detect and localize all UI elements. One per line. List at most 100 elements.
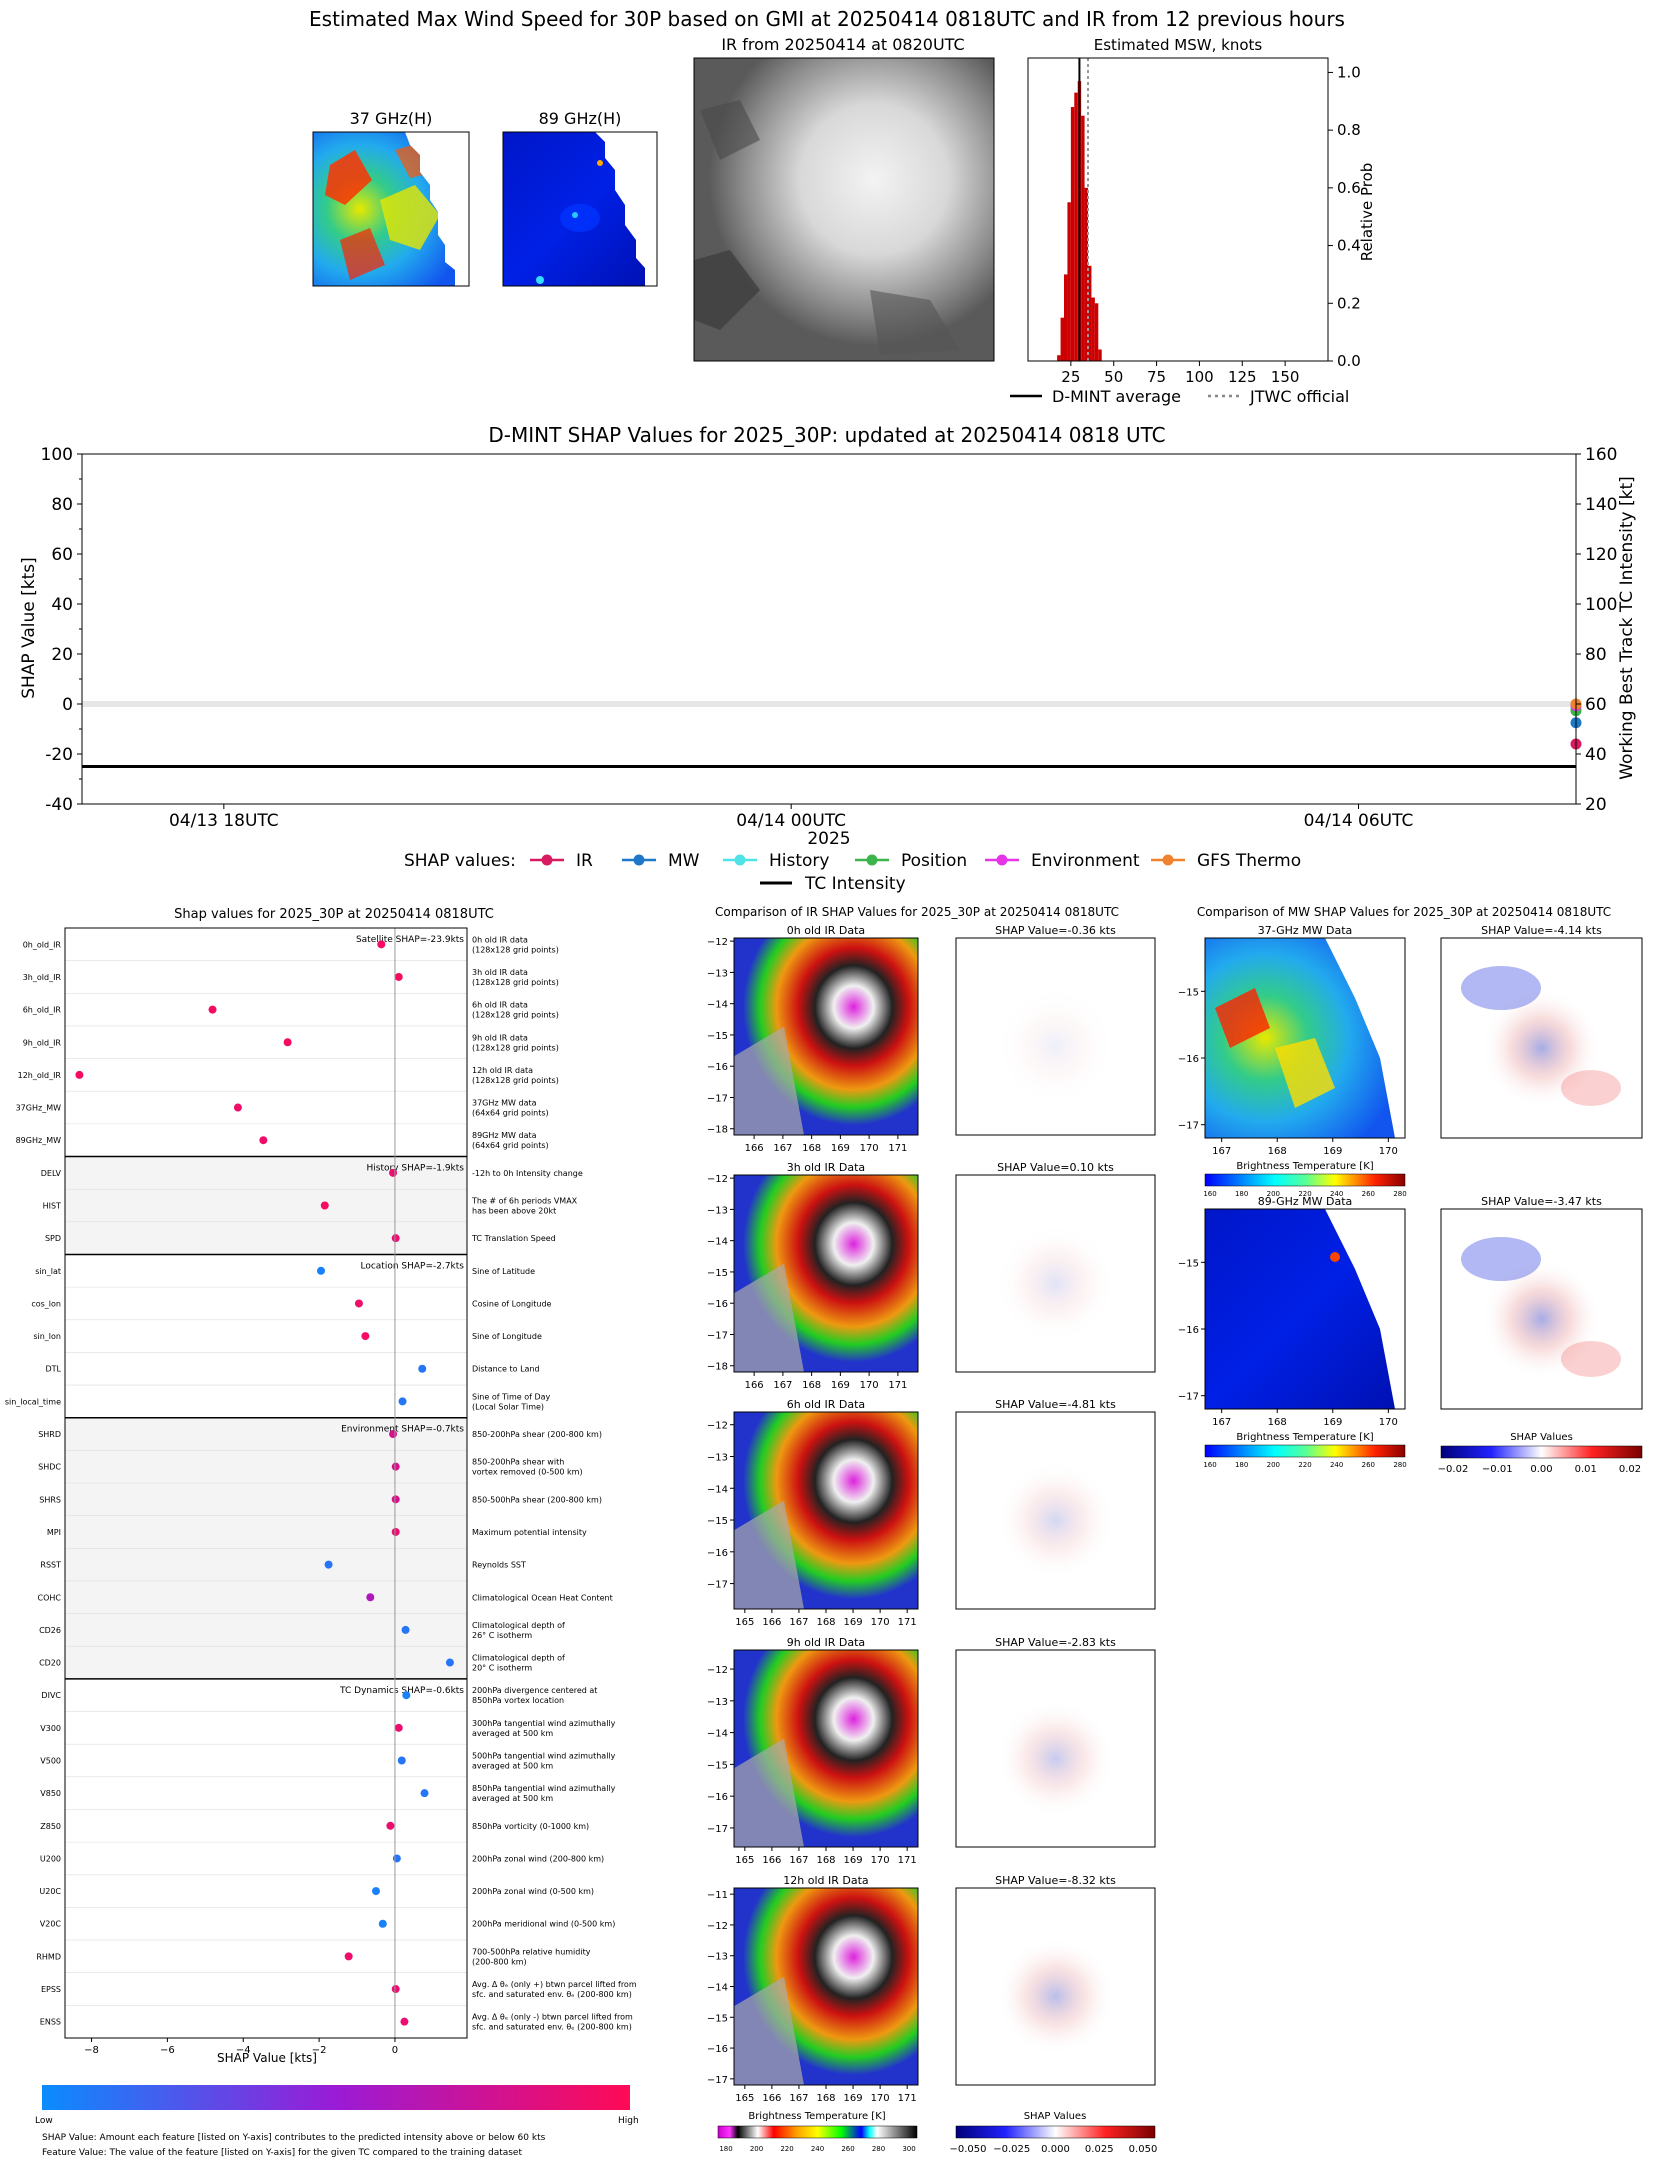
msw-ytick-label-3: 0.6 <box>1337 179 1361 197</box>
ir-xtick-label: 166 <box>745 1380 764 1391</box>
mw-shap-blob2-0 <box>1561 1070 1621 1106</box>
msw-xtick-label-0: 25 <box>1061 368 1080 386</box>
feature-desc-SHRS: 850-500hPa shear (200-800 km) <box>472 1495 602 1504</box>
ts-xtick-label-0: 04/13 18UTC <box>169 811 279 831</box>
mw-cbar-tick-label: 220 <box>1298 1190 1311 1198</box>
legend-series-ir: IR <box>576 851 593 871</box>
ir-xtick-label: 168 <box>816 1855 835 1866</box>
feature-point-DELV <box>389 1168 398 1177</box>
feature-desc-V850: averaged at 500 km <box>472 1794 553 1803</box>
ts-ytick-right-label-2: 60 <box>1585 695 1607 715</box>
legend-marker-mw <box>633 854 645 866</box>
ts-ytick-right-label-5: 120 <box>1585 545 1617 565</box>
msw-bar-8 <box>1084 187 1088 361</box>
feature-desc-DIVC: 850hPa vortex location <box>472 1696 564 1705</box>
feature-name-COHC: COHC <box>38 1593 62 1602</box>
feature-name-DTL: DTL <box>45 1365 61 1374</box>
mw-compare-title: Comparison of MW SHAP Values for 2025_30… <box>1197 905 1611 919</box>
ir-xtick-label: 169 <box>844 1617 863 1628</box>
feature-desc-12h_old_IR: 12h old IR data <box>472 1066 533 1075</box>
mw-xtick-label: 169 <box>1323 1417 1342 1428</box>
ir-shap-title-0: SHAP Value=-0.36 kts <box>995 924 1116 937</box>
ir-ytick-label: −15 <box>707 1516 728 1527</box>
ir-shap-title-1: SHAP Value=0.10 kts <box>997 1161 1114 1174</box>
msw-ytick-label-4: 0.8 <box>1337 121 1361 139</box>
feature-name-RSST: RSST <box>40 1561 61 1570</box>
ts-ytick-label-2: 0 <box>62 695 73 715</box>
ir-xtick-label: 168 <box>802 1143 821 1154</box>
mw-shap-blob-0 <box>1461 966 1541 1010</box>
feature-point-DIVC <box>402 1691 411 1700</box>
msw-xtick-label-2: 75 <box>1147 368 1166 386</box>
mw-cbar-tick-label: 280 <box>1393 1190 1406 1198</box>
ir-shap-frame-4 <box>955 1887 1156 2086</box>
ir-xtick-label: 166 <box>762 2093 781 2104</box>
ir-shap-cbar-tick-label: 0.050 <box>1129 2144 1158 2155</box>
ir-ytick-label: −14 <box>707 1484 728 1495</box>
mw-frame-0 <box>1204 937 1406 1139</box>
ir-xtick-label: 169 <box>831 1380 850 1391</box>
feature-desc-CD26: Climatological depth of <box>472 1621 565 1630</box>
ir-ytick-label: −12 <box>707 1665 728 1676</box>
ir-ytick-label: −13 <box>707 968 728 979</box>
feature-desc-CD26: 26° C isotherm <box>472 1631 532 1640</box>
ir-ytick-label: −13 <box>707 1452 728 1463</box>
ir-xtick-label: 166 <box>762 1617 781 1628</box>
feature-name-ENSS: ENSS <box>40 2018 61 2027</box>
feature-desc-U200: 200hPa zonal wind (200-800 km) <box>472 1854 604 1863</box>
feature-xtick-label-0: −8 <box>84 2045 99 2056</box>
feature-group-label-3: Environment SHAP=-0.7kts <box>341 1425 464 1435</box>
msw-bar-3 <box>1067 202 1071 361</box>
ir-xtick-label: 170 <box>871 2093 890 2104</box>
feature-name-V300: V300 <box>40 1724 61 1733</box>
ir-xtick-label: 167 <box>773 1143 792 1154</box>
ir-xtick-label: 169 <box>844 2093 863 2104</box>
mw-shap-colorbar <box>1440 1445 1643 1459</box>
legend-series-position: Position <box>901 851 967 871</box>
legend-marker-ir <box>541 854 553 866</box>
feature-desc-6h_old_IR: 6h old IR data <box>472 1001 528 1010</box>
feature-point-9h_old_IR <box>283 1038 292 1047</box>
mw-ytick-label: −17 <box>1178 1121 1199 1132</box>
msw-bar-1 <box>1060 317 1064 361</box>
ir-cbar-tick-label: 280 <box>872 2145 885 2153</box>
msw-bar-11 <box>1094 303 1099 361</box>
feature-point-V500 <box>397 1756 406 1765</box>
feature-desc-sin_lat: Sine of Latitude <box>472 1267 535 1276</box>
feature-name-U200: U200 <box>40 1854 61 1863</box>
ir-ytick-label: −16 <box>707 1299 728 1310</box>
mw37-panel-title: 37 GHz(H) <box>350 109 433 128</box>
legend-series-environment: Environment <box>1031 851 1140 871</box>
mw-xtick-label: 169 <box>1323 1146 1342 1157</box>
msw-legend: D-MINT average JTWC official <box>1010 387 1349 406</box>
ir-ytick-label: −13 <box>707 1952 728 1963</box>
ir-colorbar: Brightness Temperature [K] 180 200 220 240 2… <box>717 2111 918 2153</box>
mw-shap-cbar-tick-label: −0.01 <box>1482 1464 1513 1475</box>
ir-ytick-label: −12 <box>707 1921 728 1932</box>
ir-ytick-label: −17 <box>707 1824 728 1835</box>
ir-ytick-label: −15 <box>707 1760 728 1771</box>
feature-point-0h_old_IR <box>377 940 386 949</box>
feature-xtick-label-2: −4 <box>236 2045 251 2056</box>
feature-xtick-label-3: −2 <box>312 2045 327 2056</box>
ir-xtick-label: 170 <box>860 1143 879 1154</box>
msw-panel-title: Estimated MSW, knots <box>1094 36 1263 54</box>
feature-name-0h_old_IR: 0h_old_IR <box>23 940 62 949</box>
ir-xtick-label: 167 <box>773 1380 792 1391</box>
feature-point-sin_lon <box>361 1332 370 1341</box>
mw-colorbar-1 <box>1204 1444 1406 1458</box>
ts-ytick-label-7: 100 <box>41 445 73 465</box>
legend-tc-intensity: TC Intensity <box>804 874 906 894</box>
ir-shap-title-3: SHAP Value=-2.83 kts <box>995 1636 1116 1649</box>
mw-cbar-tick-label: 160 <box>1203 1190 1216 1198</box>
mw-shap-cbar-tick-label: −0.02 <box>1438 1464 1469 1475</box>
ir-ytick-label: −16 <box>707 2044 728 2055</box>
ir-ytick-label: −16 <box>707 1062 728 1073</box>
mw-cbar-tick-label: 160 <box>1203 1461 1216 1469</box>
ir-cbar-tick-label: 240 <box>811 2145 824 2153</box>
feature-point-MPI <box>391 1527 400 1536</box>
msw-frame <box>1027 57 1329 362</box>
feature-desc-12h_old_IR: (128x128 grid points) <box>472 1076 559 1085</box>
feature-name-HIST: HIST <box>43 1202 61 1211</box>
ir-ytick-label: −14 <box>707 1983 728 1994</box>
